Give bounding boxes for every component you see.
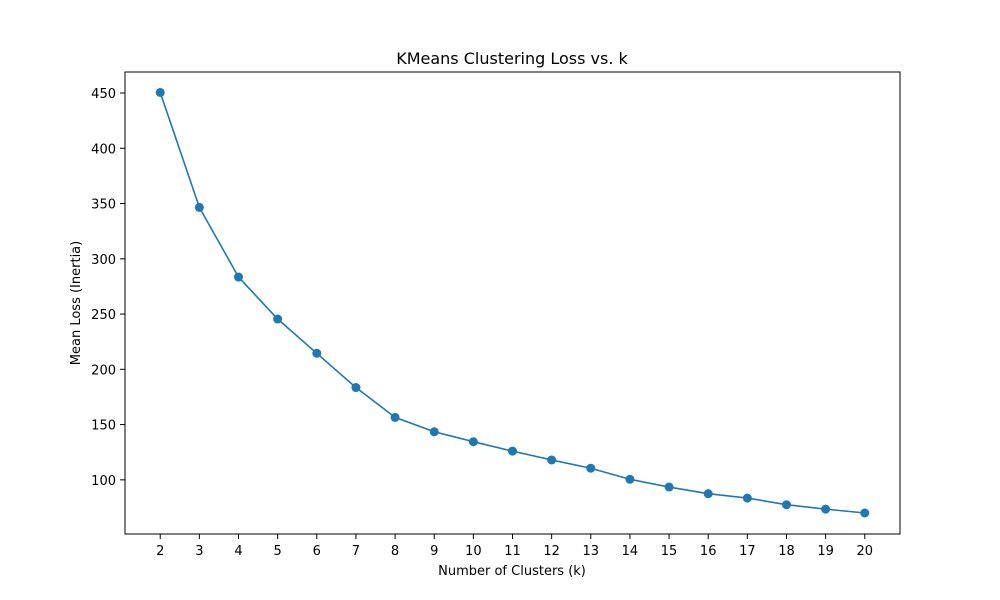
data-point: [625, 474, 635, 484]
x-tick-label: 15: [661, 544, 678, 559]
x-tick-label: 8: [391, 544, 399, 559]
x-tick-label: 18: [778, 544, 795, 559]
x-tick-label: 5: [274, 544, 282, 559]
data-point: [664, 482, 674, 492]
x-tick-label: 6: [313, 544, 321, 559]
data-point: [312, 348, 322, 358]
x-tick-label: 20: [856, 544, 873, 559]
x-tick-label: 10: [465, 544, 482, 559]
data-point: [547, 455, 557, 465]
data-point: [586, 463, 596, 473]
x-tick-label: 9: [430, 544, 438, 559]
y-tick-label: 350: [91, 198, 116, 213]
data-point: [781, 500, 791, 510]
y-tick-label: 150: [91, 419, 116, 434]
data-point: [742, 493, 752, 503]
y-tick-label: 250: [91, 308, 116, 323]
x-tick-label: 19: [817, 544, 834, 559]
data-point: [429, 427, 439, 437]
data-point: [273, 314, 283, 324]
data-point: [351, 383, 361, 393]
y-axis-label: Mean Loss (Inertia): [69, 241, 84, 365]
data-point: [508, 446, 517, 456]
x-tick-label: 17: [739, 544, 756, 559]
y-tick-label: 100: [91, 474, 116, 489]
x-tick-label: 16: [700, 544, 717, 559]
x-axis-label: Number of Clusters (k): [438, 564, 586, 579]
data-point: [390, 412, 400, 422]
data-point: [234, 272, 244, 282]
data-point: [194, 202, 204, 212]
x-tick-label: 2: [156, 544, 164, 559]
x-tick-label: 7: [352, 544, 360, 559]
data-point: [703, 489, 713, 499]
y-tick-label: 200: [91, 363, 116, 378]
y-tick-label: 450: [91, 87, 116, 102]
data-point: [155, 87, 165, 97]
chart-title: KMeans Clustering Loss vs. k: [396, 49, 628, 68]
y-tick-label: 300: [91, 253, 116, 268]
data-point: [468, 437, 478, 447]
x-tick-label: 11: [504, 544, 521, 559]
x-tick-label: 14: [622, 544, 639, 559]
x-tick-label: 4: [234, 544, 242, 559]
plot-area: 2 3 4 5 6 7 8 9 10 11 12 13 14 15 16 17 18 19 20 100 150 200 2…: [91, 87, 873, 559]
data-point: [821, 504, 831, 514]
x-tick-label: 13: [583, 544, 600, 559]
axes-frame: [124, 71, 901, 535]
y-tick-label: 400: [91, 142, 116, 157]
x-tick-label: 3: [195, 544, 203, 559]
data-point: [860, 508, 870, 518]
x-tick-label: 12: [543, 544, 560, 559]
